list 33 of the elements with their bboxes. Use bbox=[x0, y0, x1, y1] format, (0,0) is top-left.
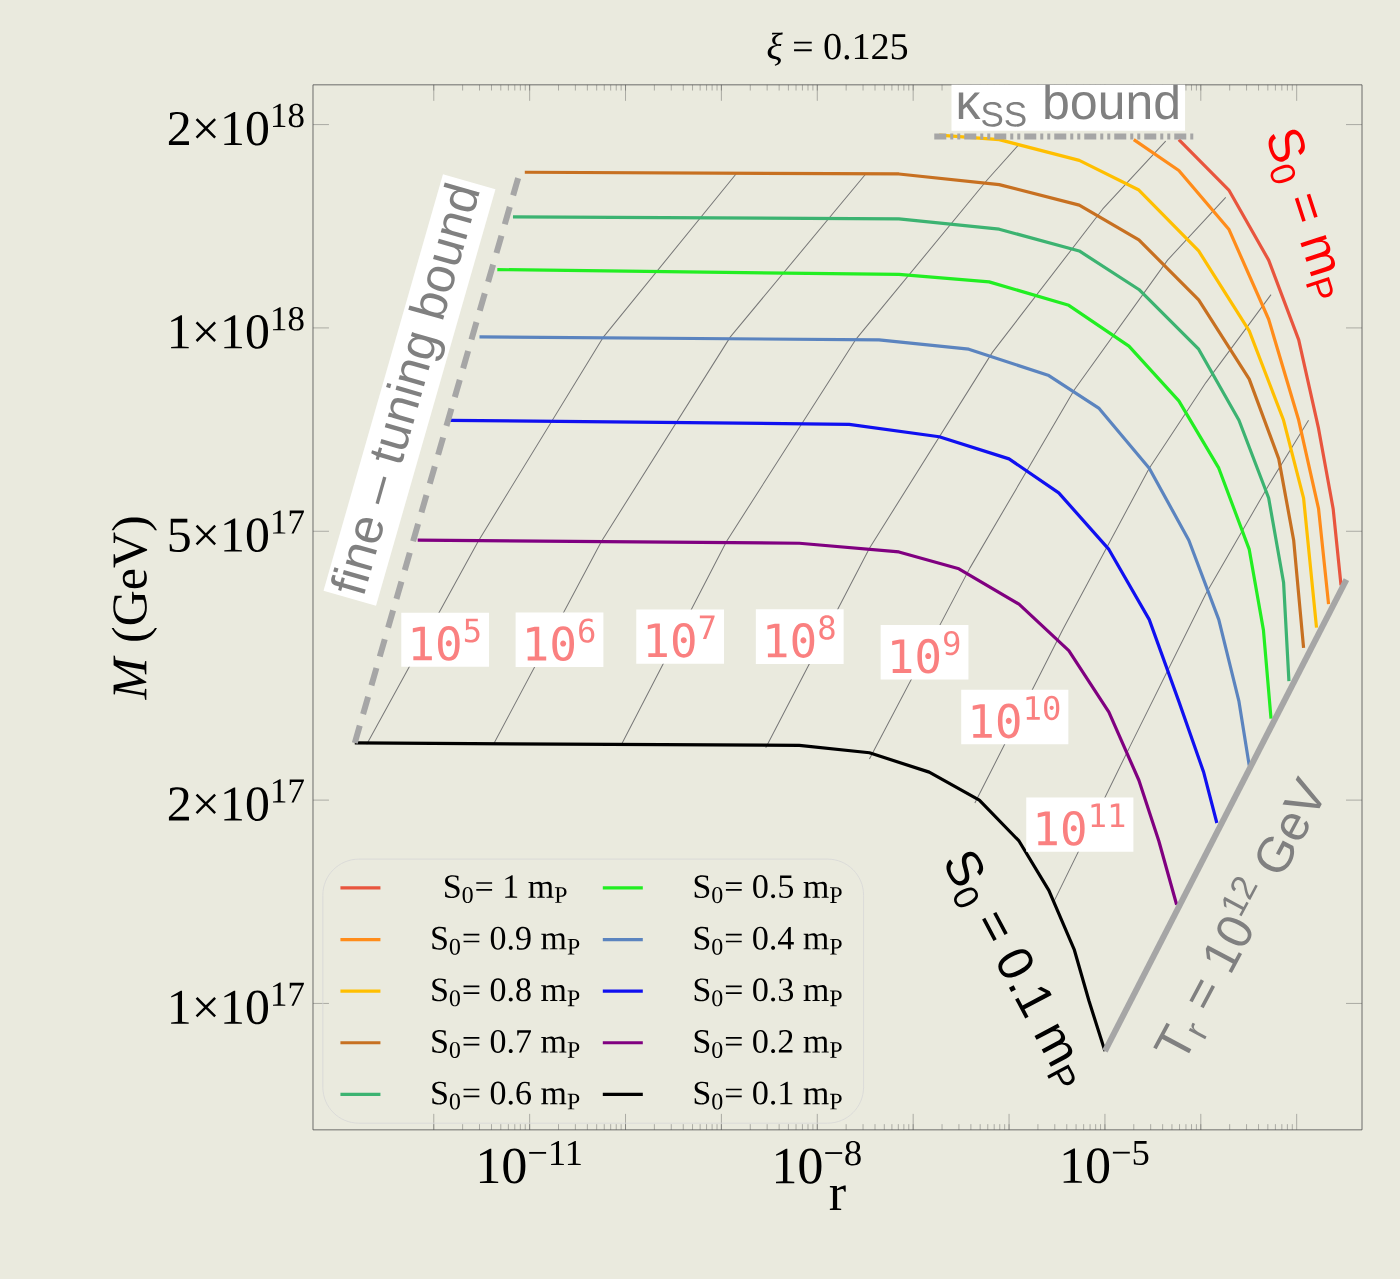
y-axis-title: M (GeV) bbox=[111, 517, 157, 701]
annotation: 10$^{10}$ bbox=[972, 695, 1060, 739]
annotation: fine – tuning bound bbox=[331, 182, 480, 594]
legend-label: S$_{0}$= 0.3 m$_{P}$ bbox=[694, 978, 842, 1007]
y-tick-label: 5×10$^{17}$ bbox=[169, 510, 304, 553]
legend-label: S$_{0}$= 0.2 m$_{P}$ bbox=[694, 1029, 842, 1058]
annotation: 10$^{11}$ bbox=[1037, 803, 1125, 846]
legend-label: S$_{0}$= 0.7 m$_{P}$ bbox=[432, 1029, 580, 1058]
x-tick-label: 10$^{−5}$ bbox=[1063, 1140, 1149, 1184]
annotation: S$_{0}$ = m$_{P}$ bbox=[1268, 129, 1336, 298]
x-tick-label: 10$^{−8}$ bbox=[776, 1140, 861, 1184]
chart-title: ξ = 0.125 bbox=[767, 32, 908, 66]
annotation: T$_{r}$ = 10$^{12}$ GeV bbox=[1153, 775, 1322, 1054]
annotation: 10$^{6}$ bbox=[527, 618, 595, 662]
y-tick-label: 1×10$^{18}$ bbox=[171, 307, 304, 349]
annotation: 10$^{5}$ bbox=[412, 618, 480, 661]
y-tick-label: 2×10$^{18}$ bbox=[168, 103, 304, 146]
annotation: 10$^{8}$ bbox=[767, 615, 835, 658]
legend-label: S$_{0}$= 0.9 m$_{P}$ bbox=[432, 926, 580, 955]
annotation: 10$^{9}$ bbox=[892, 630, 960, 674]
legend-label: S$_{0}$= 0.1 m$_{P}$ bbox=[694, 1081, 842, 1110]
legend-label: S$_{0}$= 0.4 m$_{P}$ bbox=[694, 926, 842, 955]
x-axis-title: r bbox=[829, 1185, 846, 1210]
legend-label: S$_{0}$= 0.5 m$_{P}$ bbox=[694, 875, 842, 904]
legend-label: S$_{0}$= 0.8 m$_{P}$ bbox=[432, 978, 580, 1007]
y-tick-label: 1×10$^{17}$ bbox=[171, 982, 304, 1025]
legend-label: S$_{0}$= 1 m$_{P}$ bbox=[445, 875, 567, 904]
annotation: 10$^{7}$ bbox=[647, 615, 715, 658]
legend-label: S$_{0}$= 0.6 m$_{P}$ bbox=[432, 1081, 580, 1110]
annotation: κ$_{SS}$ bound bbox=[958, 82, 1178, 127]
annotation: S$_{0}$ = 0.1 m$_{P}$ bbox=[946, 851, 1075, 1086]
x-tick-label: 10$^{−11}$ bbox=[479, 1140, 581, 1184]
y-tick-label: 2×10$^{17}$ bbox=[168, 779, 304, 821]
